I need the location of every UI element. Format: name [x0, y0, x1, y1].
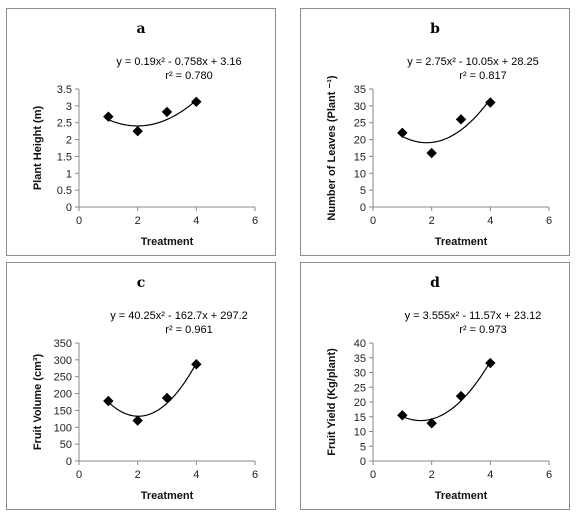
- data-point: [485, 357, 496, 369]
- panel-label: a: [136, 21, 145, 37]
- fit-equation: y = 2.75x² - 10.05x + 28.25: [407, 56, 538, 68]
- y-tick-label: 25: [354, 118, 366, 130]
- trend-line: [107, 362, 197, 417]
- y-tick-label: 1: [66, 168, 72, 180]
- y-tick-label: 0: [360, 456, 366, 468]
- y-tick-label: 15: [354, 151, 366, 163]
- y-tick-label: 20: [354, 135, 366, 147]
- x-tick-label: 0: [76, 469, 82, 481]
- y-tick-label: 0.5: [57, 185, 72, 197]
- y-axis-label: Plant Height (m): [32, 106, 44, 191]
- x-axis-label: Treatment: [141, 490, 194, 502]
- x-tick-label: 2: [429, 469, 435, 481]
- x-axis-label: Treatment: [435, 236, 488, 248]
- fit-equation: y = 3.555x² - 11.57x + 23.12: [405, 310, 542, 322]
- y-tick-label: 25: [354, 382, 366, 394]
- fit-r-squared: r² = 0.961: [165, 324, 212, 336]
- y-tick-label: 35: [354, 353, 366, 365]
- x-tick-label: 2: [135, 215, 141, 227]
- x-tick-label: 6: [546, 469, 552, 481]
- chart-svg-c: c y = 40.25x² - 162.7x + 297.2 r² = 0.961 0…: [32, 275, 258, 502]
- data-point: [426, 418, 437, 429]
- y-axis-label: Fruit Volume (cm³): [32, 353, 44, 450]
- data-point: [455, 114, 467, 125]
- data-point: [191, 359, 202, 370]
- chart-svg-b: b y = 2.75x² - 10.05x + 28.25 r² = 0.817 0 5…: [326, 21, 552, 248]
- y-axis-label: Fruit Yield (Kg/plant): [326, 348, 338, 456]
- y-tick-label: 20: [354, 397, 366, 409]
- x-tick-label: 6: [546, 215, 552, 227]
- x-tick-label: 0: [76, 215, 82, 227]
- y-tick-label: 15: [354, 412, 366, 424]
- chart-panel-d: d y = 3.555x² - 11.57x + 23.12 r² = 0.973 0…: [300, 262, 570, 510]
- fit-equation: y = 40.25x² - 162.7x + 297.2: [110, 310, 248, 322]
- chart-panel-c: c y = 40.25x² - 162.7x + 297.2 r² = 0.961 0…: [6, 262, 276, 510]
- x-tick-label: 2: [429, 215, 435, 227]
- fit-equation: y = 0.19x² - 0.758x + 3.16: [116, 56, 241, 68]
- y-tick-label: 150: [54, 405, 72, 417]
- panel-label: d: [430, 275, 440, 291]
- data-point: [397, 410, 408, 421]
- data-point: [103, 111, 114, 122]
- chart-panel-b: b y = 2.75x² - 10.05x + 28.25 r² = 0.817 0 5…: [300, 8, 570, 256]
- y-tick-label: 250: [54, 372, 72, 384]
- y-tick-label: 10: [354, 168, 366, 180]
- x-tick-label: 6: [252, 215, 258, 227]
- y-tick-label: 3.5: [57, 84, 72, 96]
- data-point: [485, 97, 496, 108]
- y-tick-label: 0: [360, 202, 366, 214]
- trend-line: [402, 361, 491, 422]
- y-tick-label: 30: [354, 368, 366, 380]
- y-tick-label: 35: [354, 84, 366, 96]
- data-point: [132, 415, 143, 426]
- data-point: [191, 96, 202, 108]
- trend-line: [402, 98, 491, 144]
- y-tick-label: 2: [66, 135, 72, 147]
- y-tick-label: 100: [54, 422, 72, 434]
- x-tick-label: 0: [370, 215, 376, 227]
- y-tick-label: 2.5: [57, 118, 72, 130]
- data-point: [103, 395, 114, 407]
- y-tick-label: 3: [66, 101, 72, 113]
- y-tick-label: 0: [66, 456, 72, 468]
- y-tick-label: 50: [60, 439, 72, 451]
- x-tick-label: 4: [487, 215, 493, 227]
- data-point: [132, 125, 143, 137]
- y-axis-label: Number of Leaves (Plant ⁻¹): [326, 75, 338, 221]
- y-tick-label: 10: [354, 427, 366, 439]
- y-tick-label: 200: [54, 389, 72, 401]
- y-tick-label: 30: [354, 101, 366, 113]
- y-tick-label: 350: [54, 338, 72, 350]
- x-tick-label: 6: [252, 469, 258, 481]
- fit-r-squared: r² = 0.973: [459, 324, 506, 336]
- y-tick-label: 5: [360, 441, 366, 453]
- panel-label: c: [137, 275, 146, 291]
- y-tick-label: 5: [360, 185, 366, 197]
- chart-panel-a: a y = 0.19x² - 0.758x + 3.16 r² = 0.780 0 0.…: [6, 8, 276, 256]
- x-axis-label: Treatment: [141, 236, 194, 248]
- data-point: [161, 106, 173, 118]
- trend-line: [108, 99, 197, 127]
- x-tick-label: 4: [193, 469, 199, 481]
- data-point: [426, 147, 437, 159]
- chart-svg-a: a y = 0.19x² - 0.758x + 3.16 r² = 0.780 0 0.…: [32, 21, 258, 248]
- y-tick-label: 300: [54, 355, 72, 367]
- x-tick-label: 4: [487, 469, 493, 481]
- data-point: [397, 127, 408, 139]
- panel-label: b: [430, 21, 440, 37]
- x-tick-label: 4: [193, 215, 199, 227]
- y-tick-label: 40: [354, 338, 366, 350]
- x-tick-label: 0: [370, 469, 376, 481]
- data-point: [161, 392, 173, 404]
- data-point: [455, 390, 467, 402]
- y-tick-label: 1.5: [57, 151, 72, 163]
- fit-r-squared: r² = 0.817: [459, 70, 506, 82]
- y-tick-label: 0: [66, 202, 72, 214]
- x-axis-label: Treatment: [435, 490, 488, 502]
- fit-r-squared: r² = 0.780: [165, 70, 212, 82]
- chart-svg-d: d y = 3.555x² - 11.57x + 23.12 r² = 0.973 0…: [326, 275, 552, 502]
- x-tick-label: 2: [135, 469, 141, 481]
